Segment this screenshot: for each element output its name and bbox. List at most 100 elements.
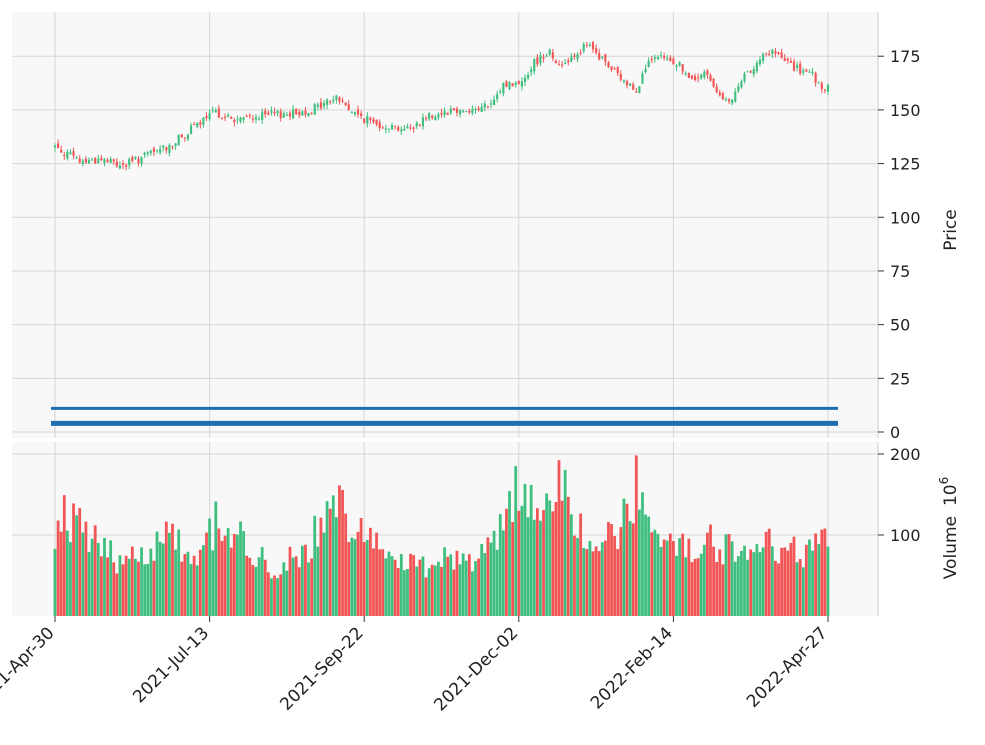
candle-body (471, 108, 474, 114)
candle-body (635, 91, 638, 93)
volume-bar (56, 520, 60, 616)
volume-bar (347, 541, 351, 616)
candle-body (598, 52, 601, 60)
volume-bar (124, 555, 128, 616)
candle-body (443, 111, 446, 115)
candle-body (576, 54, 579, 60)
volume-bar (164, 521, 168, 616)
candle-body (746, 71, 749, 73)
candle-body (817, 82, 820, 84)
candle-body (214, 110, 217, 113)
x-tick-label: 2021-Dec-02 (430, 623, 522, 715)
candle-body (378, 122, 381, 129)
volume-bar (353, 539, 357, 616)
candle-body (428, 113, 431, 119)
volume-bar (656, 533, 660, 616)
volume-bar (78, 508, 82, 616)
volume-bar (115, 573, 119, 616)
candle-body (777, 52, 780, 54)
candle-body (823, 89, 826, 91)
x-tick-label: 2021-Jul-13 (129, 623, 213, 707)
candle-body (403, 128, 406, 131)
candle-body (236, 119, 239, 121)
volume-bar (446, 556, 450, 616)
candle-body (783, 58, 786, 62)
volume-bar (557, 460, 561, 616)
candle-body (369, 117, 372, 120)
candle-body (434, 116, 437, 121)
volume-bar (59, 531, 63, 616)
candle-body (60, 149, 63, 153)
volume-bar (817, 544, 821, 616)
candle-body (449, 108, 452, 114)
candle-body (409, 127, 412, 129)
volume-bar (387, 551, 391, 616)
candle-body (418, 124, 421, 126)
candle-body (128, 159, 131, 166)
volume-bar (276, 578, 280, 616)
candle-body (684, 73, 687, 75)
volume-bar (427, 568, 431, 616)
volume-bar (192, 555, 196, 616)
volume-bar (291, 557, 295, 616)
volume-bar (730, 541, 734, 616)
volume-bar (699, 553, 703, 616)
volume-bar (616, 548, 620, 616)
candle-body (310, 112, 313, 114)
volume-bar (137, 561, 140, 616)
candle-body (174, 143, 177, 147)
candle-body (650, 59, 653, 61)
candle-body (322, 102, 326, 107)
candle-body (585, 44, 588, 46)
volume-bar (211, 550, 215, 616)
volume-bar (480, 544, 484, 616)
candle-body (421, 117, 425, 127)
volume-bar (152, 560, 156, 616)
candle-body (437, 114, 440, 118)
candle-body (799, 63, 802, 74)
candle-body (227, 115, 230, 117)
volume-bar (792, 536, 796, 616)
volume-bar (186, 551, 190, 616)
candle-body (338, 97, 341, 102)
candle-body (341, 100, 344, 102)
candle-body (332, 99, 335, 102)
volume-bar (202, 545, 205, 616)
volume-bar (310, 558, 314, 616)
volume-bar (304, 544, 307, 616)
volume-bar (811, 550, 814, 616)
volume-bar (99, 556, 103, 616)
volume-bar (749, 549, 753, 616)
candle-body (415, 122, 418, 127)
candle-body (486, 106, 489, 108)
candle-body (678, 62, 681, 66)
candle-body (205, 116, 208, 119)
candle-body (264, 110, 267, 115)
volume-bar (307, 562, 310, 616)
candle-body (687, 72, 690, 78)
volume-bar (634, 455, 638, 616)
volume-bar (709, 524, 712, 616)
volume-bar (514, 466, 518, 616)
volume-bar (501, 530, 505, 616)
volume-bar (585, 549, 589, 616)
candle-body (363, 118, 366, 123)
volume-bar (783, 547, 787, 616)
volume-bar (789, 542, 793, 616)
candle-body (693, 75, 697, 81)
volume-bar (263, 559, 267, 616)
volume-bar (146, 563, 150, 616)
volume-bar (143, 564, 147, 616)
volume-bar (535, 508, 539, 616)
candle-body (118, 165, 122, 169)
candle-body (387, 128, 391, 130)
volume-bar (702, 544, 706, 616)
candle-body (700, 74, 703, 79)
volume-tick-label: 100 (890, 526, 921, 545)
candle-body (295, 108, 298, 115)
candle-body (63, 154, 66, 157)
candle-body (669, 57, 672, 62)
volume-bar (780, 547, 784, 616)
candle-body (613, 68, 616, 70)
candle-body (168, 144, 171, 154)
